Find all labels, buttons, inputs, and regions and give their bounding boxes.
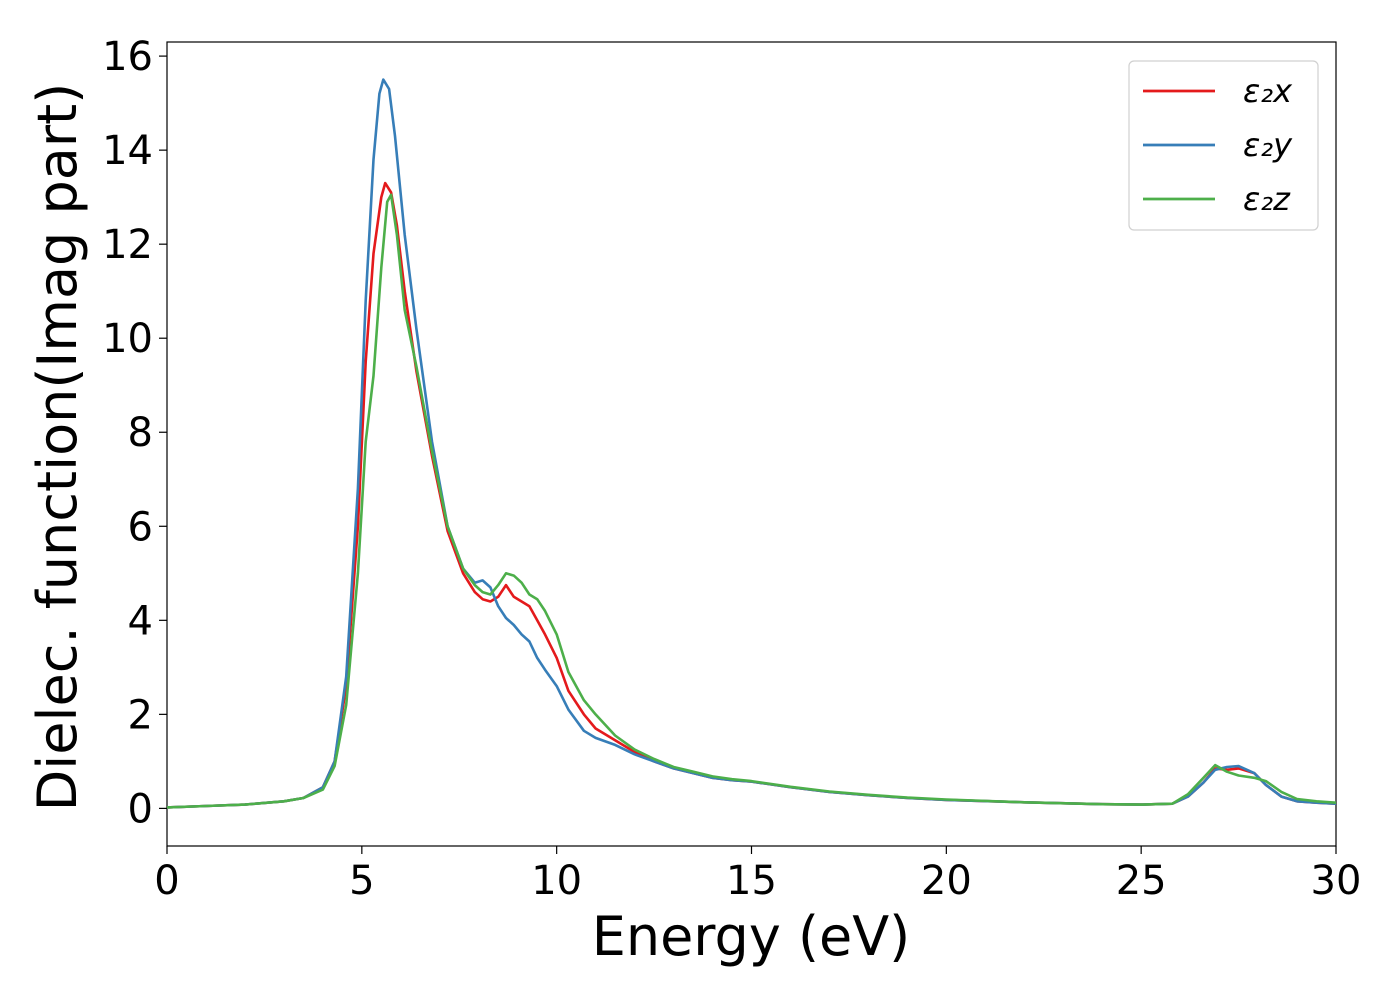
legend-box bbox=[1128, 60, 1319, 231]
y-tick-label: 8 bbox=[128, 410, 153, 456]
y-tick-label: 2 bbox=[128, 692, 153, 738]
series-layer bbox=[167, 78, 1336, 809]
x-axis-ticks: 0 5 10 15 20 25 30 bbox=[154, 846, 1361, 904]
legend-label-1: ε₂x bbox=[1243, 72, 1293, 110]
x-tick-label: 30 bbox=[1311, 858, 1362, 904]
x-tick-label: 5 bbox=[349, 858, 374, 904]
y-tick-label: 4 bbox=[128, 598, 153, 644]
y-tick-label: 0 bbox=[128, 786, 153, 832]
series-line-3 bbox=[167, 193, 1336, 809]
y-tick-label: 16 bbox=[102, 34, 153, 80]
y-tick-label: 10 bbox=[102, 316, 153, 362]
x-tick-label: 25 bbox=[1116, 858, 1167, 904]
x-tick-label: 20 bbox=[921, 858, 972, 904]
legend-label-3: ε₂z bbox=[1243, 180, 1291, 218]
legend-label-2: ε₂y bbox=[1243, 126, 1293, 164]
x-tick-label: 15 bbox=[726, 858, 777, 904]
x-axis-label: Energy (eV) bbox=[592, 905, 911, 968]
y-tick-label: 14 bbox=[102, 128, 153, 174]
y-tick-label: 6 bbox=[128, 504, 153, 550]
y-axis-ticks: 0 2 4 6 8 10 12 14 16 bbox=[102, 34, 167, 832]
y-axis-label: Dielec. function(Imag part) bbox=[26, 83, 89, 812]
series-line-2 bbox=[167, 78, 1336, 809]
x-tick-label: 10 bbox=[531, 858, 582, 904]
legend: ε₂x ε₂y ε₂z bbox=[1128, 60, 1319, 231]
x-tick-label: 0 bbox=[154, 858, 179, 904]
y-tick-label: 12 bbox=[102, 222, 153, 268]
